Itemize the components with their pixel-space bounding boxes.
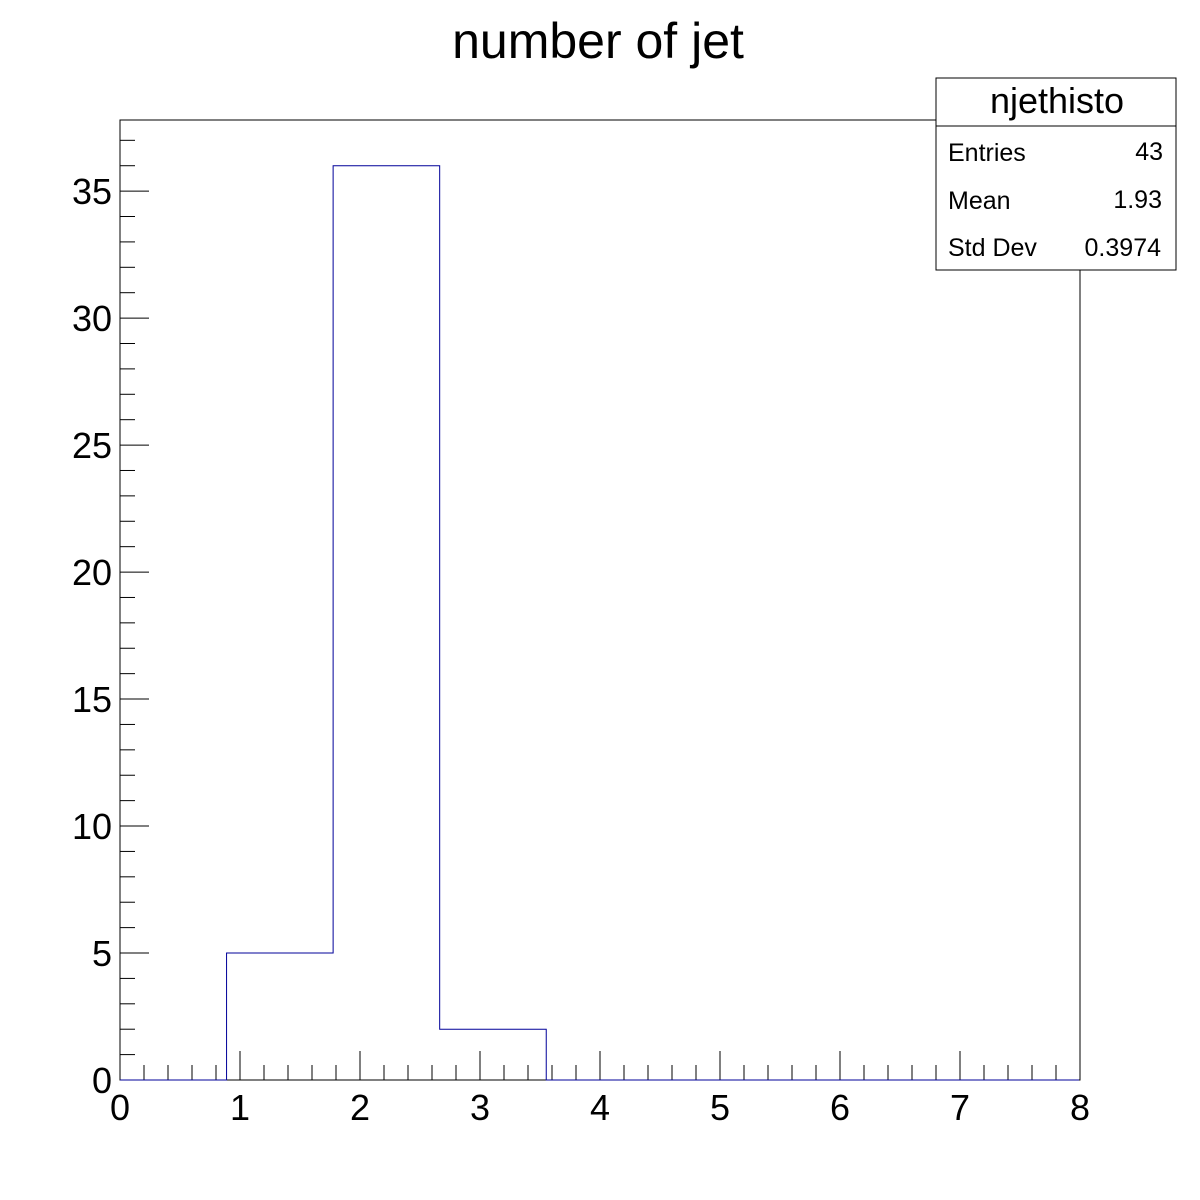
y-tick-label: 0 xyxy=(92,1060,112,1101)
y-tick-label: 5 xyxy=(92,933,112,974)
x-tick-label: 3 xyxy=(470,1087,490,1128)
x-tick-label: 2 xyxy=(350,1087,370,1128)
stats-mean-value: 1.93 xyxy=(1113,186,1162,214)
y-tick-label: 25 xyxy=(72,425,112,466)
x-axis-tick-labels: 0 1 2 3 4 5 6 7 8 xyxy=(110,1087,1090,1128)
stats-entries-label: Entries xyxy=(948,139,1026,167)
chart-title: number of jet xyxy=(452,13,744,69)
stats-box: njethisto Entries 43 Mean 1.93 Std Dev 0… xyxy=(935,77,1177,271)
x-tick-label: 0 xyxy=(110,1087,130,1128)
y-tick-label: 20 xyxy=(72,552,112,593)
x-tick-label: 5 xyxy=(710,1087,730,1128)
y-tick-label: 15 xyxy=(72,679,112,720)
x-tick-label: 4 xyxy=(590,1087,610,1128)
stats-stddev-value: 0.3974 xyxy=(1085,234,1162,262)
x-tick-label: 8 xyxy=(1070,1087,1090,1128)
y-tick-label: 10 xyxy=(72,806,112,847)
y-axis-tick-labels: 0 5 10 15 20 25 30 35 xyxy=(72,171,112,1101)
x-tick-label: 1 xyxy=(230,1087,250,1128)
y-axis-ticks xyxy=(120,139,149,1081)
histogram-outline xyxy=(120,165,1080,1081)
stats-box-title: njethisto xyxy=(990,80,1124,121)
stats-stddev-label: Std Dev xyxy=(948,234,1037,262)
x-tick-label: 7 xyxy=(950,1087,970,1128)
stats-mean-label: Mean xyxy=(948,187,1011,215)
x-tick-label: 6 xyxy=(830,1087,850,1128)
x-axis-ticks xyxy=(119,1051,1081,1080)
y-tick-label: 35 xyxy=(72,171,112,212)
stats-box-frame xyxy=(935,77,1177,271)
stats-entries-value: 43 xyxy=(1135,138,1163,166)
y-tick-label: 30 xyxy=(72,298,112,339)
